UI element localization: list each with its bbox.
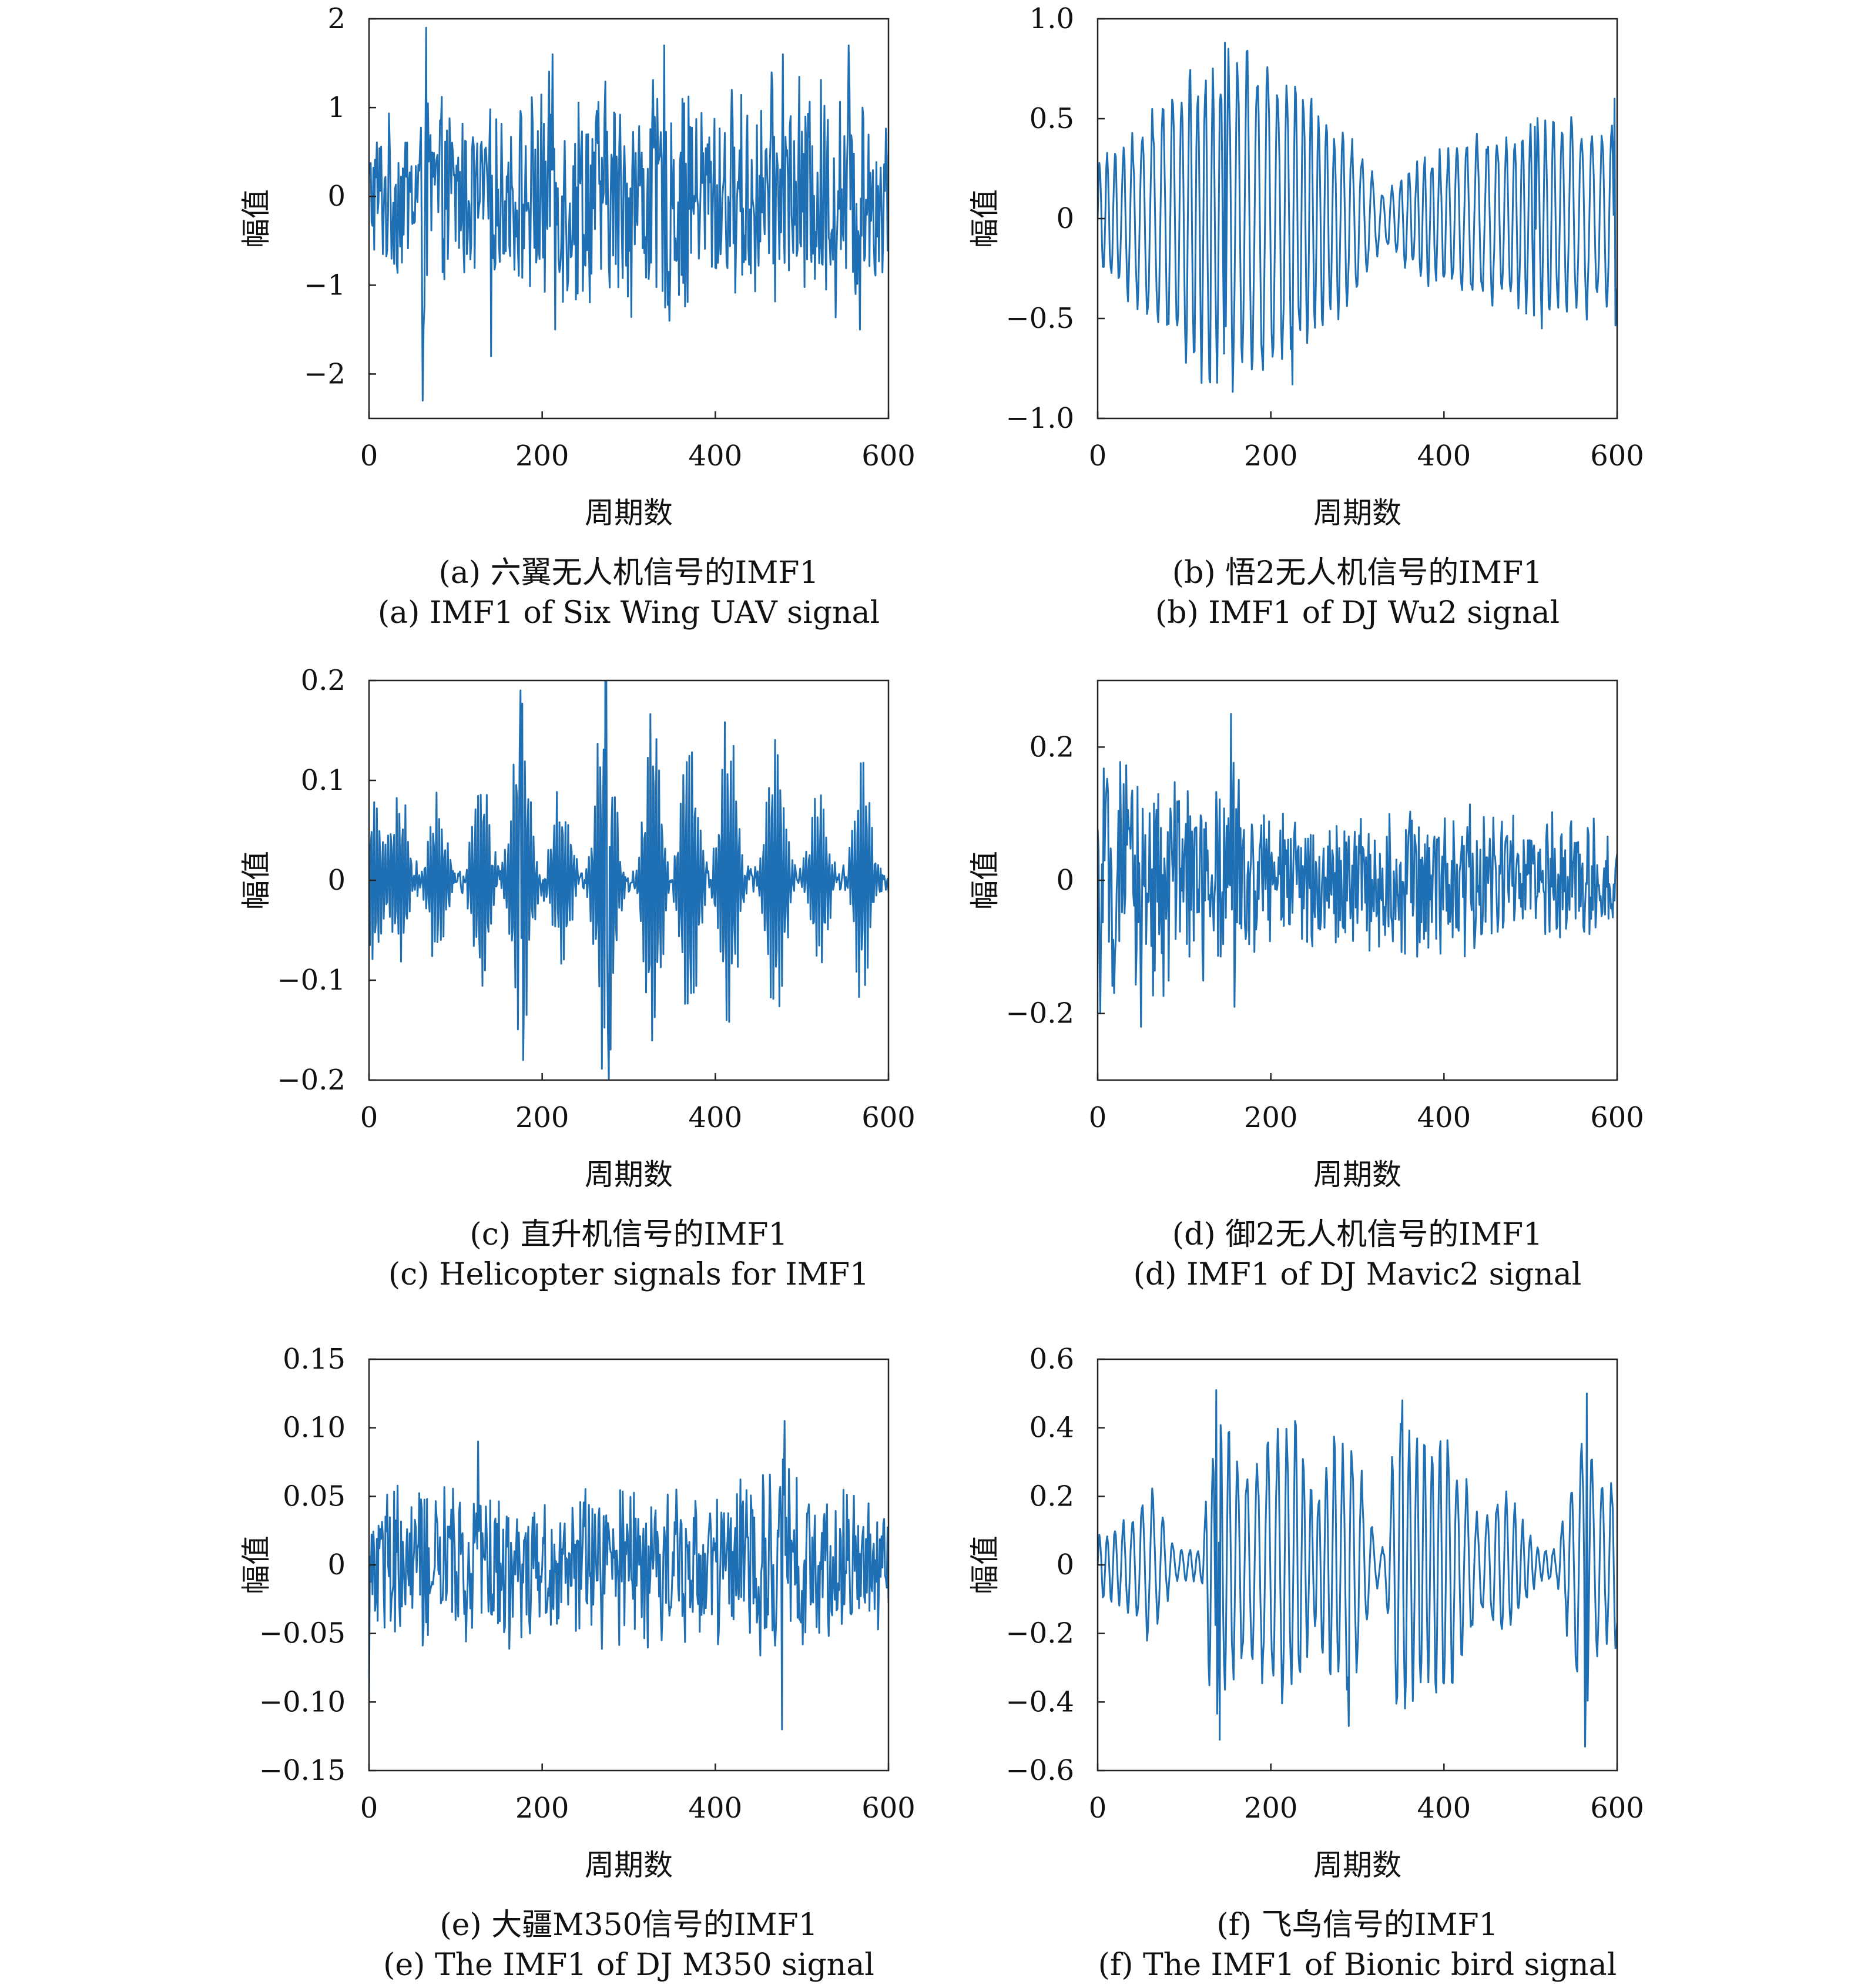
y-tick-label: 0.4	[1030, 1412, 1074, 1444]
caption-english: (a) IMF1 of Six Wing UAV signal	[378, 595, 880, 631]
y-tick-label: 0	[1056, 1548, 1074, 1581]
y-tick-label: 0	[327, 1548, 346, 1581]
signal-line-f	[1098, 1389, 1617, 1748]
x-tick-label: 0	[360, 440, 378, 472]
y-tick-label: 0.10	[283, 1412, 346, 1444]
y-tick-label: 0	[327, 864, 346, 897]
y-axis-label: 幅值	[239, 851, 273, 910]
x-tick-label: 400	[1417, 440, 1471, 472]
y-tick-label: −0.5	[1005, 302, 1074, 335]
y-tick-label: −0.15	[259, 1754, 346, 1787]
x-tick-label: 200	[1244, 1792, 1298, 1825]
x-tick-label: 0	[1089, 1101, 1107, 1134]
y-tick-label: 0.6	[1030, 1343, 1074, 1376]
y-tick-label: 0.05	[283, 1480, 346, 1513]
x-axis-label: 周期数	[1313, 496, 1401, 530]
x-tick-label: 400	[689, 440, 743, 472]
panel-e: 0 200 400 600 0.15 0.10 0.05 0 −0.05 −0.10 −0.15 幅值…	[239, 1343, 916, 1983]
caption-chinese: (f) 飞鸟信号的IMF1	[1216, 1907, 1498, 1943]
y-axis-label: 幅值	[239, 1536, 273, 1594]
x-tick-label: 600	[861, 1792, 916, 1825]
y-tick-label: −0.6	[1005, 1754, 1074, 1787]
x-tick-label: 400	[689, 1101, 743, 1134]
y-tick-label: −0.10	[259, 1685, 346, 1718]
x-tick-label: 200	[515, 1792, 569, 1825]
x-axis-label: 周期数	[585, 1158, 673, 1192]
y-tick-label: −2	[304, 357, 346, 390]
x-tick-label: 400	[1417, 1101, 1471, 1134]
x-tick-label: 200	[1244, 440, 1298, 472]
x-axis-label: 周期数	[1313, 1158, 1401, 1192]
x-tick-label: 200	[515, 1101, 569, 1134]
x-tick-label: 0	[360, 1792, 378, 1825]
x-tick-label: 0	[1089, 1792, 1107, 1825]
y-tick-label: 0	[1056, 864, 1074, 897]
signal-line-a	[369, 26, 888, 402]
y-axis-label: 幅值	[968, 851, 1002, 910]
caption-chinese: (a) 六翼无人机信号的IMF1	[438, 555, 819, 591]
y-tick-label: 1	[327, 91, 346, 124]
caption-chinese: (e) 大疆M350信号的IMF1	[440, 1907, 817, 1943]
y-tick-label: 0.2	[301, 664, 346, 697]
y-tick-label: −0.4	[1005, 1685, 1074, 1718]
caption-english: (f) The IMF1 of Bionic bird signal	[1098, 1947, 1617, 1983]
caption-chinese: (d) 御2无人机信号的IMF1	[1172, 1217, 1542, 1252]
caption-english: (b) IMF1 of DJ Wu2 signal	[1155, 595, 1560, 631]
y-tick-label: −1	[304, 269, 346, 301]
signal-line-c	[369, 680, 888, 1080]
y-axis-label: 幅值	[968, 1536, 1002, 1594]
y-tick-label: −0.05	[259, 1617, 346, 1650]
plot-frame-a	[368, 18, 890, 420]
y-tick-label: 0	[1056, 202, 1074, 235]
y-tick-label: 0	[327, 180, 346, 213]
x-tick-label: 200	[515, 440, 569, 472]
y-tick-label: −0.2	[1005, 1617, 1074, 1650]
y-tick-label: −0.2	[1005, 997, 1074, 1030]
x-tick-label: 400	[689, 1792, 743, 1825]
x-axis-label: 周期数	[1313, 1848, 1401, 1882]
x-tick-label: 600	[861, 1101, 916, 1134]
x-tick-label: 600	[861, 440, 916, 472]
y-tick-label: 0.2	[1030, 730, 1074, 763]
signal-line-d	[1098, 713, 1617, 1028]
x-tick-label: 600	[1590, 440, 1644, 472]
x-tick-label: 600	[1590, 1101, 1644, 1134]
x-tick-label: 400	[1417, 1792, 1471, 1825]
caption-chinese: (c) 直升机信号的IMF1	[470, 1217, 787, 1252]
y-tick-label: 2	[327, 2, 346, 35]
y-tick-label: 0.2	[1030, 1480, 1074, 1513]
x-axis-label: 周期数	[585, 496, 673, 530]
y-tick-label: 1.0	[1030, 2, 1074, 35]
signal-line-b	[1098, 42, 1617, 393]
x-tick-label: 0	[1089, 440, 1107, 472]
y-axis-label: 幅值	[239, 189, 273, 248]
signal-line-e	[369, 1420, 888, 1731]
y-tick-label: 0.15	[283, 1343, 346, 1376]
caption-english: (c) Helicopter signals for IMF1	[388, 1257, 869, 1292]
y-tick-label: 0.5	[1030, 102, 1074, 135]
y-tick-label: −1.0	[1005, 402, 1074, 435]
y-tick-label: −0.1	[277, 964, 346, 997]
y-tick-label: 0.1	[301, 764, 346, 797]
y-axis-label: 幅值	[968, 189, 1002, 248]
x-axis-label: 周期数	[585, 1848, 673, 1882]
caption-english: (d) IMF1 of DJ Mavic2 signal	[1134, 1257, 1582, 1292]
x-tick-label: 200	[1244, 1101, 1298, 1134]
caption-chinese: (b) 悟2无人机信号的IMF1	[1172, 555, 1542, 591]
x-tick-label: 600	[1590, 1792, 1644, 1825]
y-tick-label: −0.2	[277, 1064, 346, 1097]
x-tick-label: 0	[360, 1101, 378, 1134]
caption-english: (e) The IMF1 of DJ M350 signal	[383, 1947, 874, 1983]
